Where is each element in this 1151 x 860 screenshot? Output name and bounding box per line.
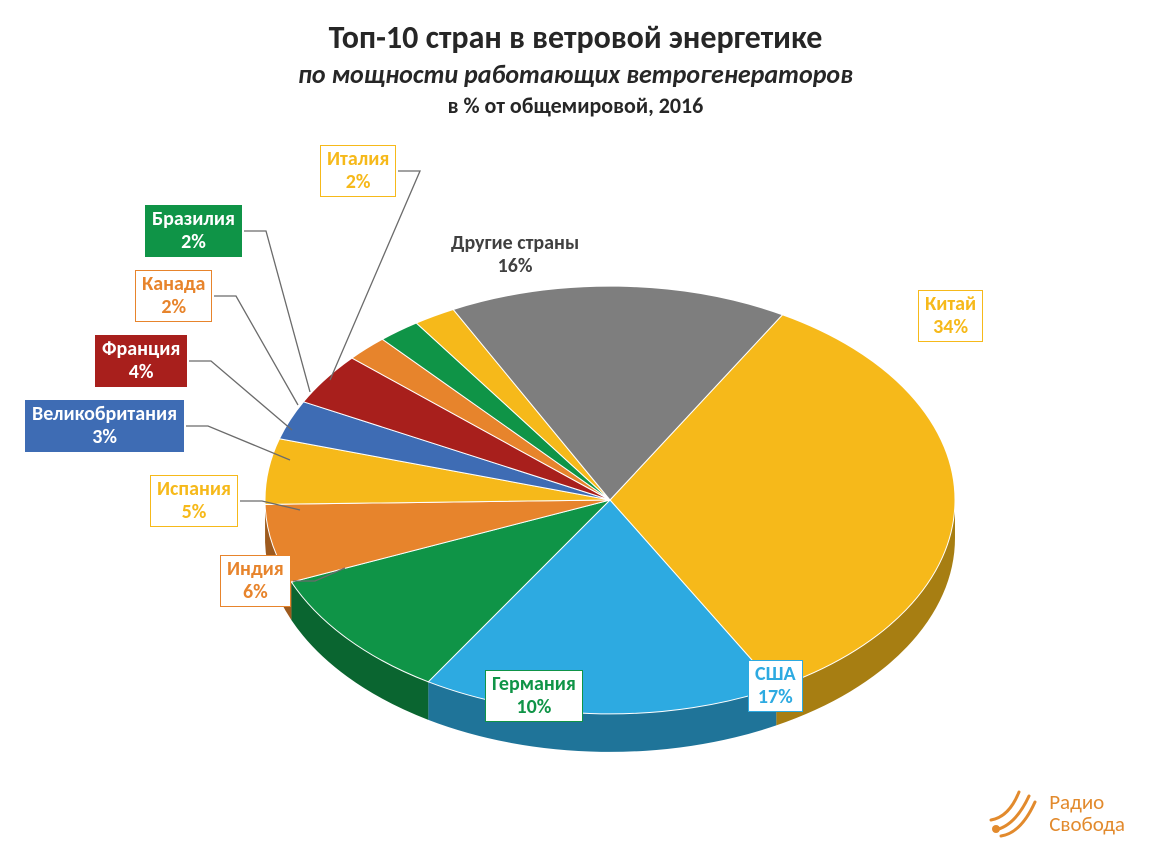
slice-label: Индия6%	[220, 555, 291, 607]
slice-label-value: 4%	[102, 361, 180, 384]
slice-label-value: 2%	[142, 296, 205, 319]
attribution-brand-line1: Радио	[1049, 791, 1125, 813]
slice-label-value: 17%	[755, 686, 796, 709]
slice-label-value: 34%	[925, 316, 976, 339]
slice-label-value: 10%	[492, 696, 576, 719]
slice-label: Бразилия2%	[145, 205, 242, 257]
slice-label-value: 2%	[327, 171, 389, 194]
slice-label: Другие страны16%	[445, 230, 585, 280]
wind-energy-pie-chart: Топ-10 стран в ветровой энергетике по мо…	[0, 0, 1151, 860]
slice-label-name: Германия	[492, 673, 576, 696]
slice-label: Испания5%	[150, 475, 238, 527]
slice-label: Италия2%	[320, 145, 396, 197]
slice-label-name: США	[755, 663, 796, 686]
attribution-brand: Радио Свобода	[1049, 791, 1125, 835]
leader-line	[214, 296, 298, 405]
slice-label-value: 5%	[157, 501, 231, 524]
slice-label: Великобритания3%	[25, 400, 184, 452]
slice-label-value: 6%	[227, 581, 284, 604]
leader-line	[189, 361, 292, 430]
slice-label-name: Китай	[925, 293, 976, 316]
attribution: Радио Свобода	[985, 786, 1125, 840]
slice-label-name: Бразилия	[152, 208, 235, 231]
slice-label: Китай34%	[918, 290, 983, 342]
slice-label: Германия10%	[485, 670, 583, 722]
slice-label-value: 2%	[152, 231, 235, 254]
slice-label: Канада2%	[135, 270, 212, 322]
slice-label-name: Франция	[102, 338, 180, 361]
slice-label-name: Великобритания	[32, 403, 177, 426]
slice-label-name: Италия	[327, 148, 389, 171]
slice-label-value: 3%	[32, 426, 177, 449]
slice-label-name: Канада	[142, 273, 205, 296]
attribution-brand-line2: Свобода	[1049, 813, 1125, 835]
slice-label-name: Другие страны	[451, 232, 579, 255]
slice-label-value: 16%	[451, 255, 579, 278]
slice-label-name: Индия	[227, 558, 284, 581]
slice-label-name: Испания	[157, 478, 231, 501]
rferl-logo-icon	[985, 786, 1039, 840]
slice-label: Франция4%	[95, 335, 187, 387]
slice-label: США17%	[748, 660, 803, 712]
